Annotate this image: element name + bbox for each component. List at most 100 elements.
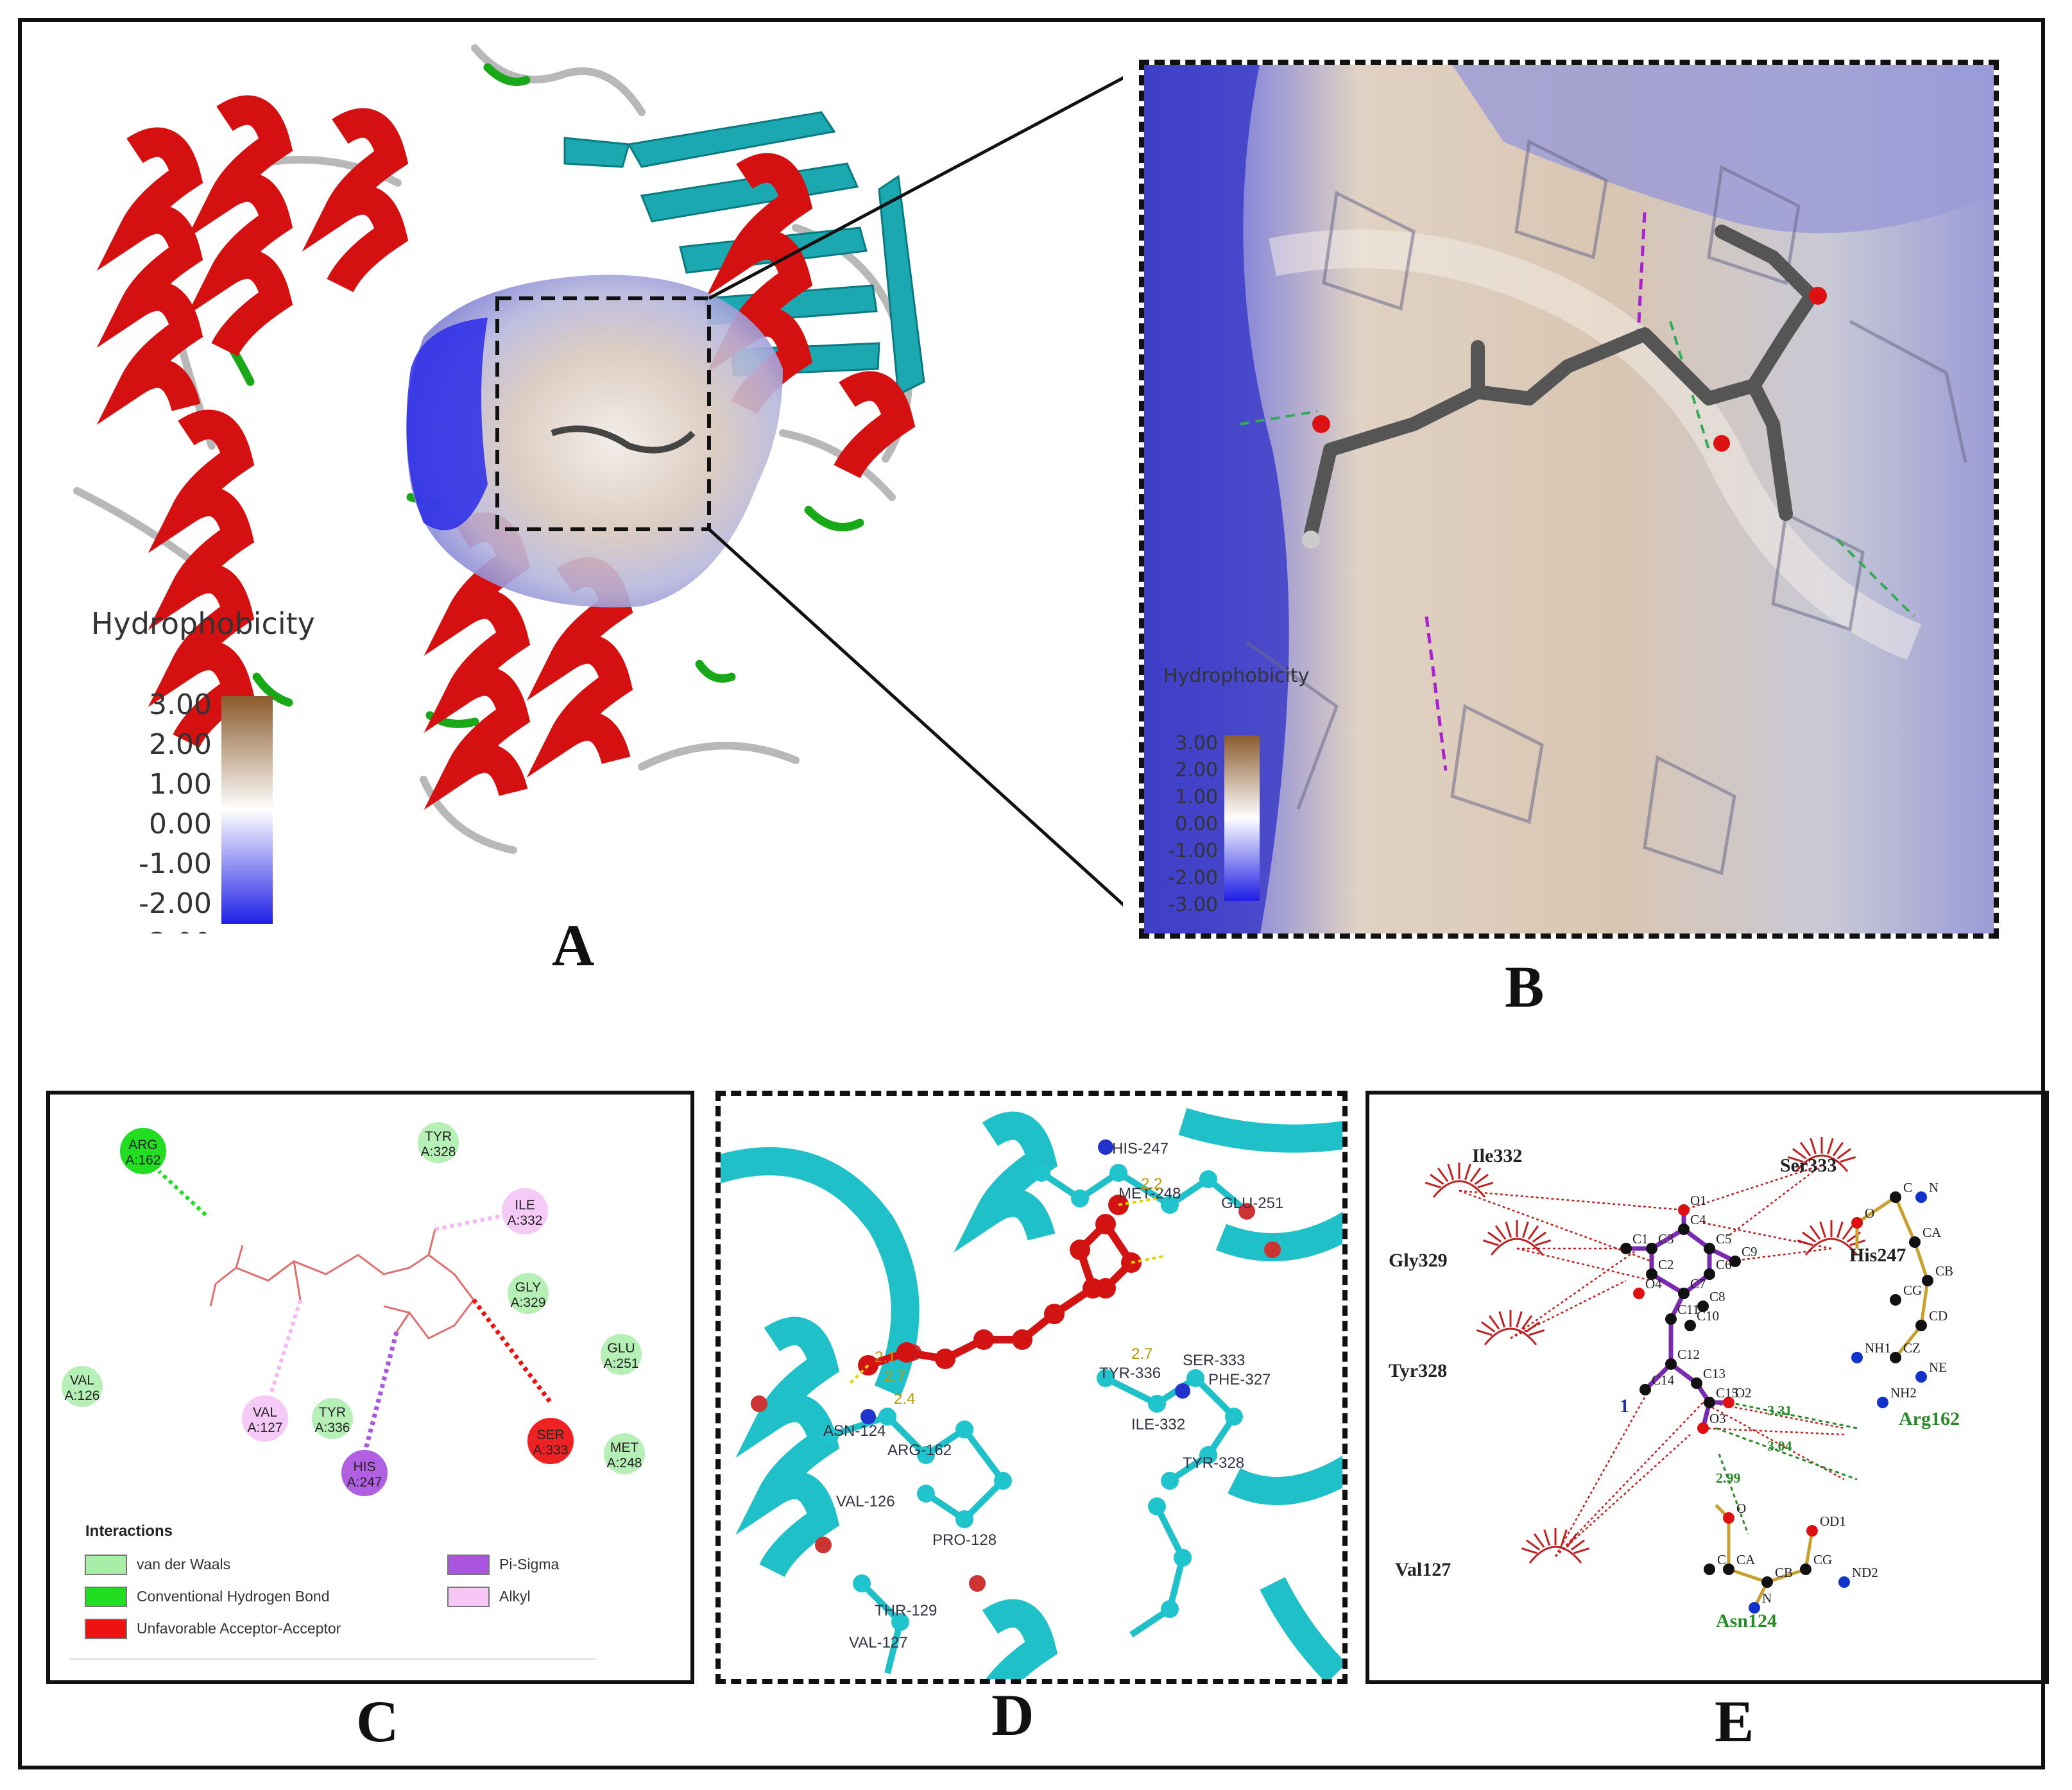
hbond-distance: 2.2 <box>1141 1175 1162 1193</box>
legend-item: van der Waals <box>85 1555 230 1575</box>
binding-surface <box>406 275 783 608</box>
zoom-box <box>495 296 711 531</box>
residue-number: A:333 <box>533 1443 569 1458</box>
arg162-atom: N <box>1915 1180 1939 1203</box>
residue-label: ARG-162 <box>887 1442 952 1459</box>
residue-name: HIS <box>353 1460 375 1474</box>
asn124-atom: O <box>1723 1501 1746 1524</box>
residue-number: A:127 <box>248 1420 283 1435</box>
svg-text:C7: C7 <box>1690 1276 1706 1291</box>
ligand-atom: C11 <box>1665 1302 1699 1325</box>
svg-text:C1: C1 <box>1632 1231 1648 1247</box>
closeup-hydrophobicity-tick: -3.00 <box>1168 894 1218 916</box>
svg-text:C11: C11 <box>1677 1302 1699 1317</box>
arg162-atom: O <box>1851 1206 1874 1229</box>
ligand-atom: C3 <box>1646 1231 1674 1254</box>
svg-text:NE: NE <box>1929 1360 1947 1375</box>
svg-text:C8: C8 <box>1709 1289 1725 1304</box>
residue-label: His247 <box>1849 1245 1906 1266</box>
asn124-atom: N <box>1749 1590 1772 1614</box>
residue-label: MET-248 <box>1118 1185 1181 1202</box>
svg-text:OD1: OD1 <box>1820 1513 1846 1529</box>
ligand-atom: C15 <box>1704 1385 1738 1408</box>
svg-text:CG: CG <box>1903 1283 1922 1298</box>
svg-text:C9: C9 <box>1742 1244 1758 1259</box>
panel-label-d: D <box>991 1682 1034 1748</box>
svg-text:O4: O4 <box>1645 1276 1662 1291</box>
residue-label: Asn124 <box>1716 1610 1777 1632</box>
hydrophobic-contact-icon <box>1797 1220 1866 1256</box>
residue-label: VAL-126 <box>836 1493 895 1510</box>
ligand-atom: C12 <box>1665 1347 1700 1370</box>
hydrophobicity-title: Hydrophobicity <box>91 606 315 641</box>
ligand-atom: O4 <box>1633 1276 1662 1299</box>
binding-pose-3d-illustration: HIS-247 MET-248 GLU-251 SER-333 TYR-336 PHE-3… <box>721 1096 1342 1679</box>
svg-text:C12: C12 <box>1677 1347 1700 1362</box>
arg162-atom: C <box>1890 1180 1912 1203</box>
hbond-distance: 2.7 <box>884 1368 905 1385</box>
svg-text:CG: CG <box>1813 1552 1832 1567</box>
legend-label: Pi-Sigma <box>499 1556 560 1573</box>
svg-text:O2: O2 <box>1735 1385 1752 1401</box>
surface-closeup-illustration <box>1144 65 1994 933</box>
svg-text:C5: C5 <box>1716 1231 1732 1247</box>
panel-a: Hydrophobicity 3.00 2.00 1.00 0.00 -1.00 -2.0… <box>64 35 1123 933</box>
panel-label-c: C <box>356 1689 399 1754</box>
residue-label: PHE-327 <box>1208 1371 1271 1388</box>
svg-text:O3: O3 <box>1709 1411 1726 1426</box>
hbond-distance: 2.99 <box>1716 1470 1741 1486</box>
svg-text:O: O <box>1865 1206 1874 1221</box>
svg-text:C3: C3 <box>1658 1231 1674 1247</box>
residue-label: GLU-251 <box>1221 1195 1283 1212</box>
svg-text:CD: CD <box>1929 1308 1948 1324</box>
legend-swatch <box>447 1587 490 1607</box>
arg162-atom: CB <box>1922 1263 1953 1286</box>
panel-c: ARG A:162 TYR A:328 ILE A:332 GLY A:329 GLU A:251… <box>46 1091 694 1684</box>
arg162-atom: CG <box>1890 1283 1922 1306</box>
svg-text:O1: O1 <box>1690 1193 1707 1208</box>
panel-b: Hydrophobicity 3.00 2.00 1.00 0.00 -1.00 -2.0… <box>1139 60 1999 939</box>
closeup-hydrophobicity-title: Hydrophobicity <box>1163 665 1310 687</box>
hydrophobicity-tick: -3.00 <box>103 927 212 933</box>
residue-name: GLY <box>515 1280 541 1295</box>
legend-swatch <box>85 1555 127 1575</box>
asn124-atom: C <box>1704 1552 1726 1575</box>
legend-item: Conventional Hydrogen Bond <box>85 1587 329 1607</box>
residue-label: Arg162 <box>1899 1408 1960 1429</box>
hydrophobicity-scale-bar <box>221 696 273 924</box>
closeup-hydrophobicity-tick: 1.00 <box>1175 786 1218 808</box>
legend-item: Unfavorable Acceptor-Acceptor <box>85 1619 341 1639</box>
ligand-atom: C8 <box>1697 1289 1725 1312</box>
panel-d: HIS-247 MET-248 GLU-251 SER-333 TYR-336 PHE-3… <box>715 1091 1348 1684</box>
hydrophobicity-tick: 1.00 <box>149 768 212 801</box>
legend-label: Alkyl <box>499 1588 531 1605</box>
residue-label: ILE-332 <box>1131 1416 1185 1433</box>
svg-text:C10: C10 <box>1697 1308 1719 1324</box>
hydrophobic-contact-icon <box>1521 1528 1590 1564</box>
residue-label: HIS-247 <box>1112 1140 1169 1157</box>
svg-text:C13: C13 <box>1703 1366 1725 1381</box>
svg-text:C: C <box>1717 1552 1726 1567</box>
ligand-atom: O1 <box>1678 1193 1707 1216</box>
legend-label: van der Waals <box>137 1556 230 1573</box>
residue-number: A:336 <box>315 1420 350 1435</box>
svg-text:CA: CA <box>1736 1552 1756 1567</box>
hydrophobic-contact-icon <box>1476 1310 1545 1345</box>
svg-text:C2: C2 <box>1658 1257 1674 1272</box>
residue-label: Tyr328 <box>1389 1360 1447 1381</box>
hbond-distance: 3.31 <box>1767 1402 1792 1419</box>
arg162-atom: NE <box>1915 1360 1947 1383</box>
panel-label-b: B <box>1505 954 1545 1019</box>
arg162-atom: CZ <box>1890 1340 1921 1363</box>
closeup-hydrophobicity-scale-bar <box>1224 735 1260 901</box>
legend-swatch <box>85 1587 127 1607</box>
hydrophobic-contact-icon <box>1787 1137 1856 1172</box>
residue-label: Ser333 <box>1780 1155 1837 1176</box>
hbond-distance: 2.1 <box>875 1349 896 1366</box>
legend-swatch <box>85 1619 127 1639</box>
svg-text:C4: C4 <box>1690 1212 1706 1227</box>
